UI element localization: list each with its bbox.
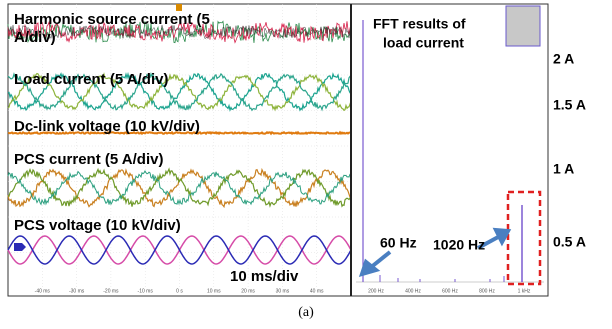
waveform-label: Dc-link voltage (10 kV/div) xyxy=(14,118,200,135)
amplitude-label: 1.5 A xyxy=(553,97,586,113)
freq-tick-label: 1 kHz xyxy=(518,288,531,294)
waveform-label: PCS current (5 A/div) xyxy=(14,151,163,168)
freq-tick-label: 600 Hz xyxy=(442,288,458,294)
time-tick-label: -10 ms xyxy=(138,288,154,294)
caption: (a) xyxy=(298,305,314,320)
time-tick-label: -40 ms xyxy=(35,288,51,294)
time-tick-label: 40 ms xyxy=(310,288,324,294)
fft-title: FFT results of xyxy=(373,16,466,32)
freq-tick-label: 200 Hz xyxy=(368,288,384,294)
time-tick-label: -30 ms xyxy=(69,288,85,294)
waveform-label: A/div) xyxy=(14,29,56,46)
freq-tick-label: 400 Hz xyxy=(405,288,421,294)
time-tick-label: -20 ms xyxy=(103,288,119,294)
waveform-label: Load current (5 A/div) xyxy=(14,71,168,88)
annotation: 60 Hz xyxy=(380,235,417,251)
waveform-label: Harmonic source current (5 xyxy=(14,11,210,28)
amplitude-label: 1 A xyxy=(553,161,574,177)
time-tick-label: 20 ms xyxy=(241,288,255,294)
waveform-label: PCS voltage (10 kV/div) xyxy=(14,217,181,234)
thumbnail xyxy=(506,6,540,46)
figure: -40 ms -30 ms -20 ms -10 ms 0 s 10 ms 20 ms 30 … xyxy=(0,0,612,324)
trigger-marker xyxy=(176,4,182,11)
freq-tick-label: 800 Hz xyxy=(479,288,495,294)
fft-title: load current xyxy=(383,35,464,51)
amplitude-label: 2 A xyxy=(553,51,574,67)
amplitude-label: 0.5 A xyxy=(553,234,586,250)
time-tick-label: 10 ms xyxy=(207,288,221,294)
time-scale: 10 ms/div xyxy=(230,268,299,285)
time-tick-label: 30 ms xyxy=(276,288,290,294)
page: {"scope": { "waveform_labels": ["Harmoni… xyxy=(0,0,612,324)
time-tick-label: 0 s xyxy=(176,288,183,294)
annotation: 1020 Hz xyxy=(433,237,485,253)
